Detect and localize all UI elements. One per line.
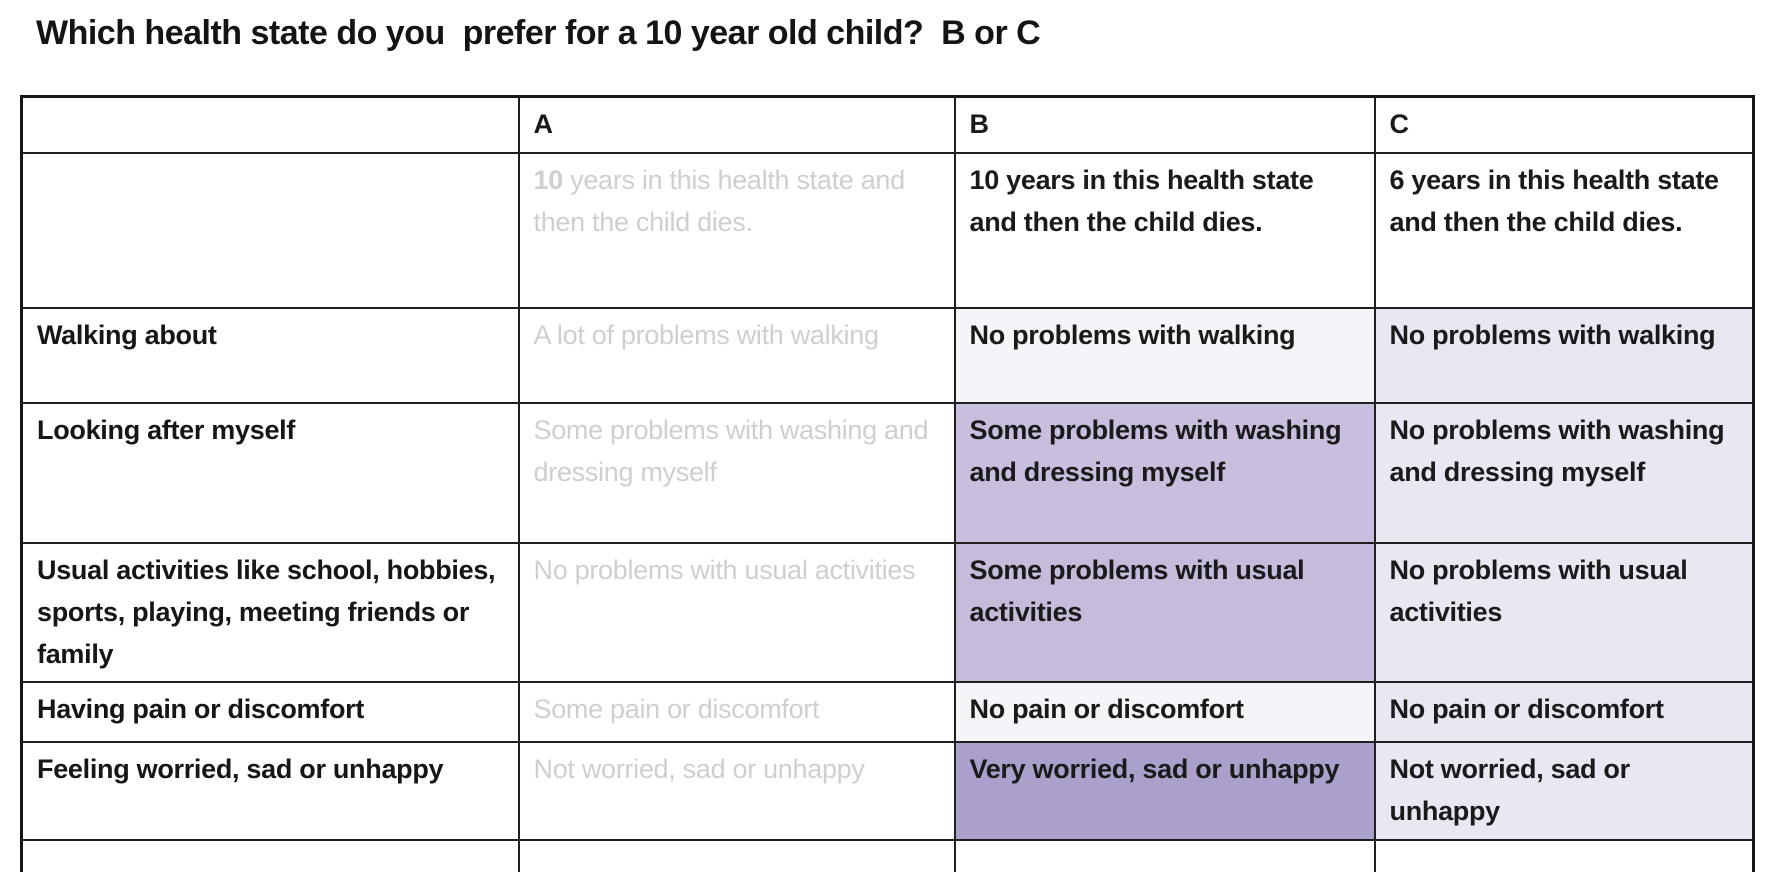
- cell-a-duration-text: years in this health state and then the …: [533, 164, 906, 237]
- header-blank: [20, 95, 520, 154]
- cell-empty-c: [1373, 839, 1755, 872]
- header-b: B: [953, 95, 1376, 154]
- cell-b-mood: Very worried, sad or unhappy: [953, 741, 1376, 842]
- row-label-mood: Feeling worried, sad or unhappy: [20, 741, 520, 842]
- table-row-walking: Walking about A lot of problems with wal…: [20, 306, 1755, 404]
- header-a: A: [517, 95, 956, 154]
- table-row-mood: Feeling worried, sad or unhappy Not worr…: [20, 741, 1755, 842]
- cell-a-duration-years: 10: [533, 164, 564, 195]
- cell-a-activities: No problems with usual activities: [517, 541, 956, 684]
- table-row-selfcare: Looking after myself Some problems with …: [20, 401, 1755, 544]
- header-c: C: [1373, 95, 1755, 154]
- cell-a-selfcare: Some problems with washing and dressing …: [517, 401, 956, 544]
- table-header-row: A B C: [20, 95, 1755, 154]
- health-state-table: A B C 10 years in this health state and …: [20, 95, 1755, 872]
- row-label-duration: [20, 151, 520, 309]
- cell-b-duration: 10 years in this health state and then t…: [953, 151, 1376, 309]
- cell-empty-label: [20, 839, 520, 872]
- table-row-duration: 10 years in this health state and then t…: [20, 151, 1755, 309]
- row-label-pain: Having pain or discomfort: [20, 681, 520, 744]
- cell-c-activities: No problems with usual activities: [1373, 541, 1755, 684]
- cell-b-pain: No pain or discomfort: [953, 681, 1376, 744]
- cell-c-mood: Not worried, sad or unhappy: [1373, 741, 1755, 842]
- cell-b-duration-years: 10: [969, 164, 1000, 195]
- cell-b-walking: No problems with walking: [953, 306, 1376, 404]
- cell-empty-b: [953, 839, 1376, 872]
- cell-c-duration: 6 years in this health state and then th…: [1373, 151, 1755, 309]
- row-label-selfcare: Looking after myself: [20, 401, 520, 544]
- table-row-pain: Having pain or discomfort Some pain or d…: [20, 681, 1755, 744]
- cell-a-mood: Not worried, sad or unhappy: [517, 741, 956, 842]
- cell-c-pain: No pain or discomfort: [1373, 681, 1755, 744]
- table-row-empty: [20, 839, 1755, 872]
- cell-b-activities: Some problems with usual activities: [953, 541, 1376, 684]
- cell-b-duration-text: years in this health state and then the …: [969, 164, 1314, 237]
- cell-a-duration: 10 years in this health state and then t…: [517, 151, 956, 309]
- cell-a-pain: Some pain or discomfort: [517, 681, 956, 744]
- row-label-walking: Walking about: [20, 306, 520, 404]
- cell-b-selfcare: Some problems with washing and dressing …: [953, 401, 1376, 544]
- cell-empty-a: [517, 839, 956, 872]
- table-row-activities: Usual activities like school, hobbies, s…: [20, 541, 1755, 684]
- row-label-activities: Usual activities like school, hobbies, s…: [20, 541, 520, 684]
- page-title: Which health state do you prefer for a 1…: [36, 14, 1041, 52]
- cell-c-selfcare: No problems with washing and dressing my…: [1373, 401, 1755, 544]
- cell-a-walking: A lot of problems with walking: [517, 306, 956, 404]
- cell-c-walking: No problems with walking: [1373, 306, 1755, 404]
